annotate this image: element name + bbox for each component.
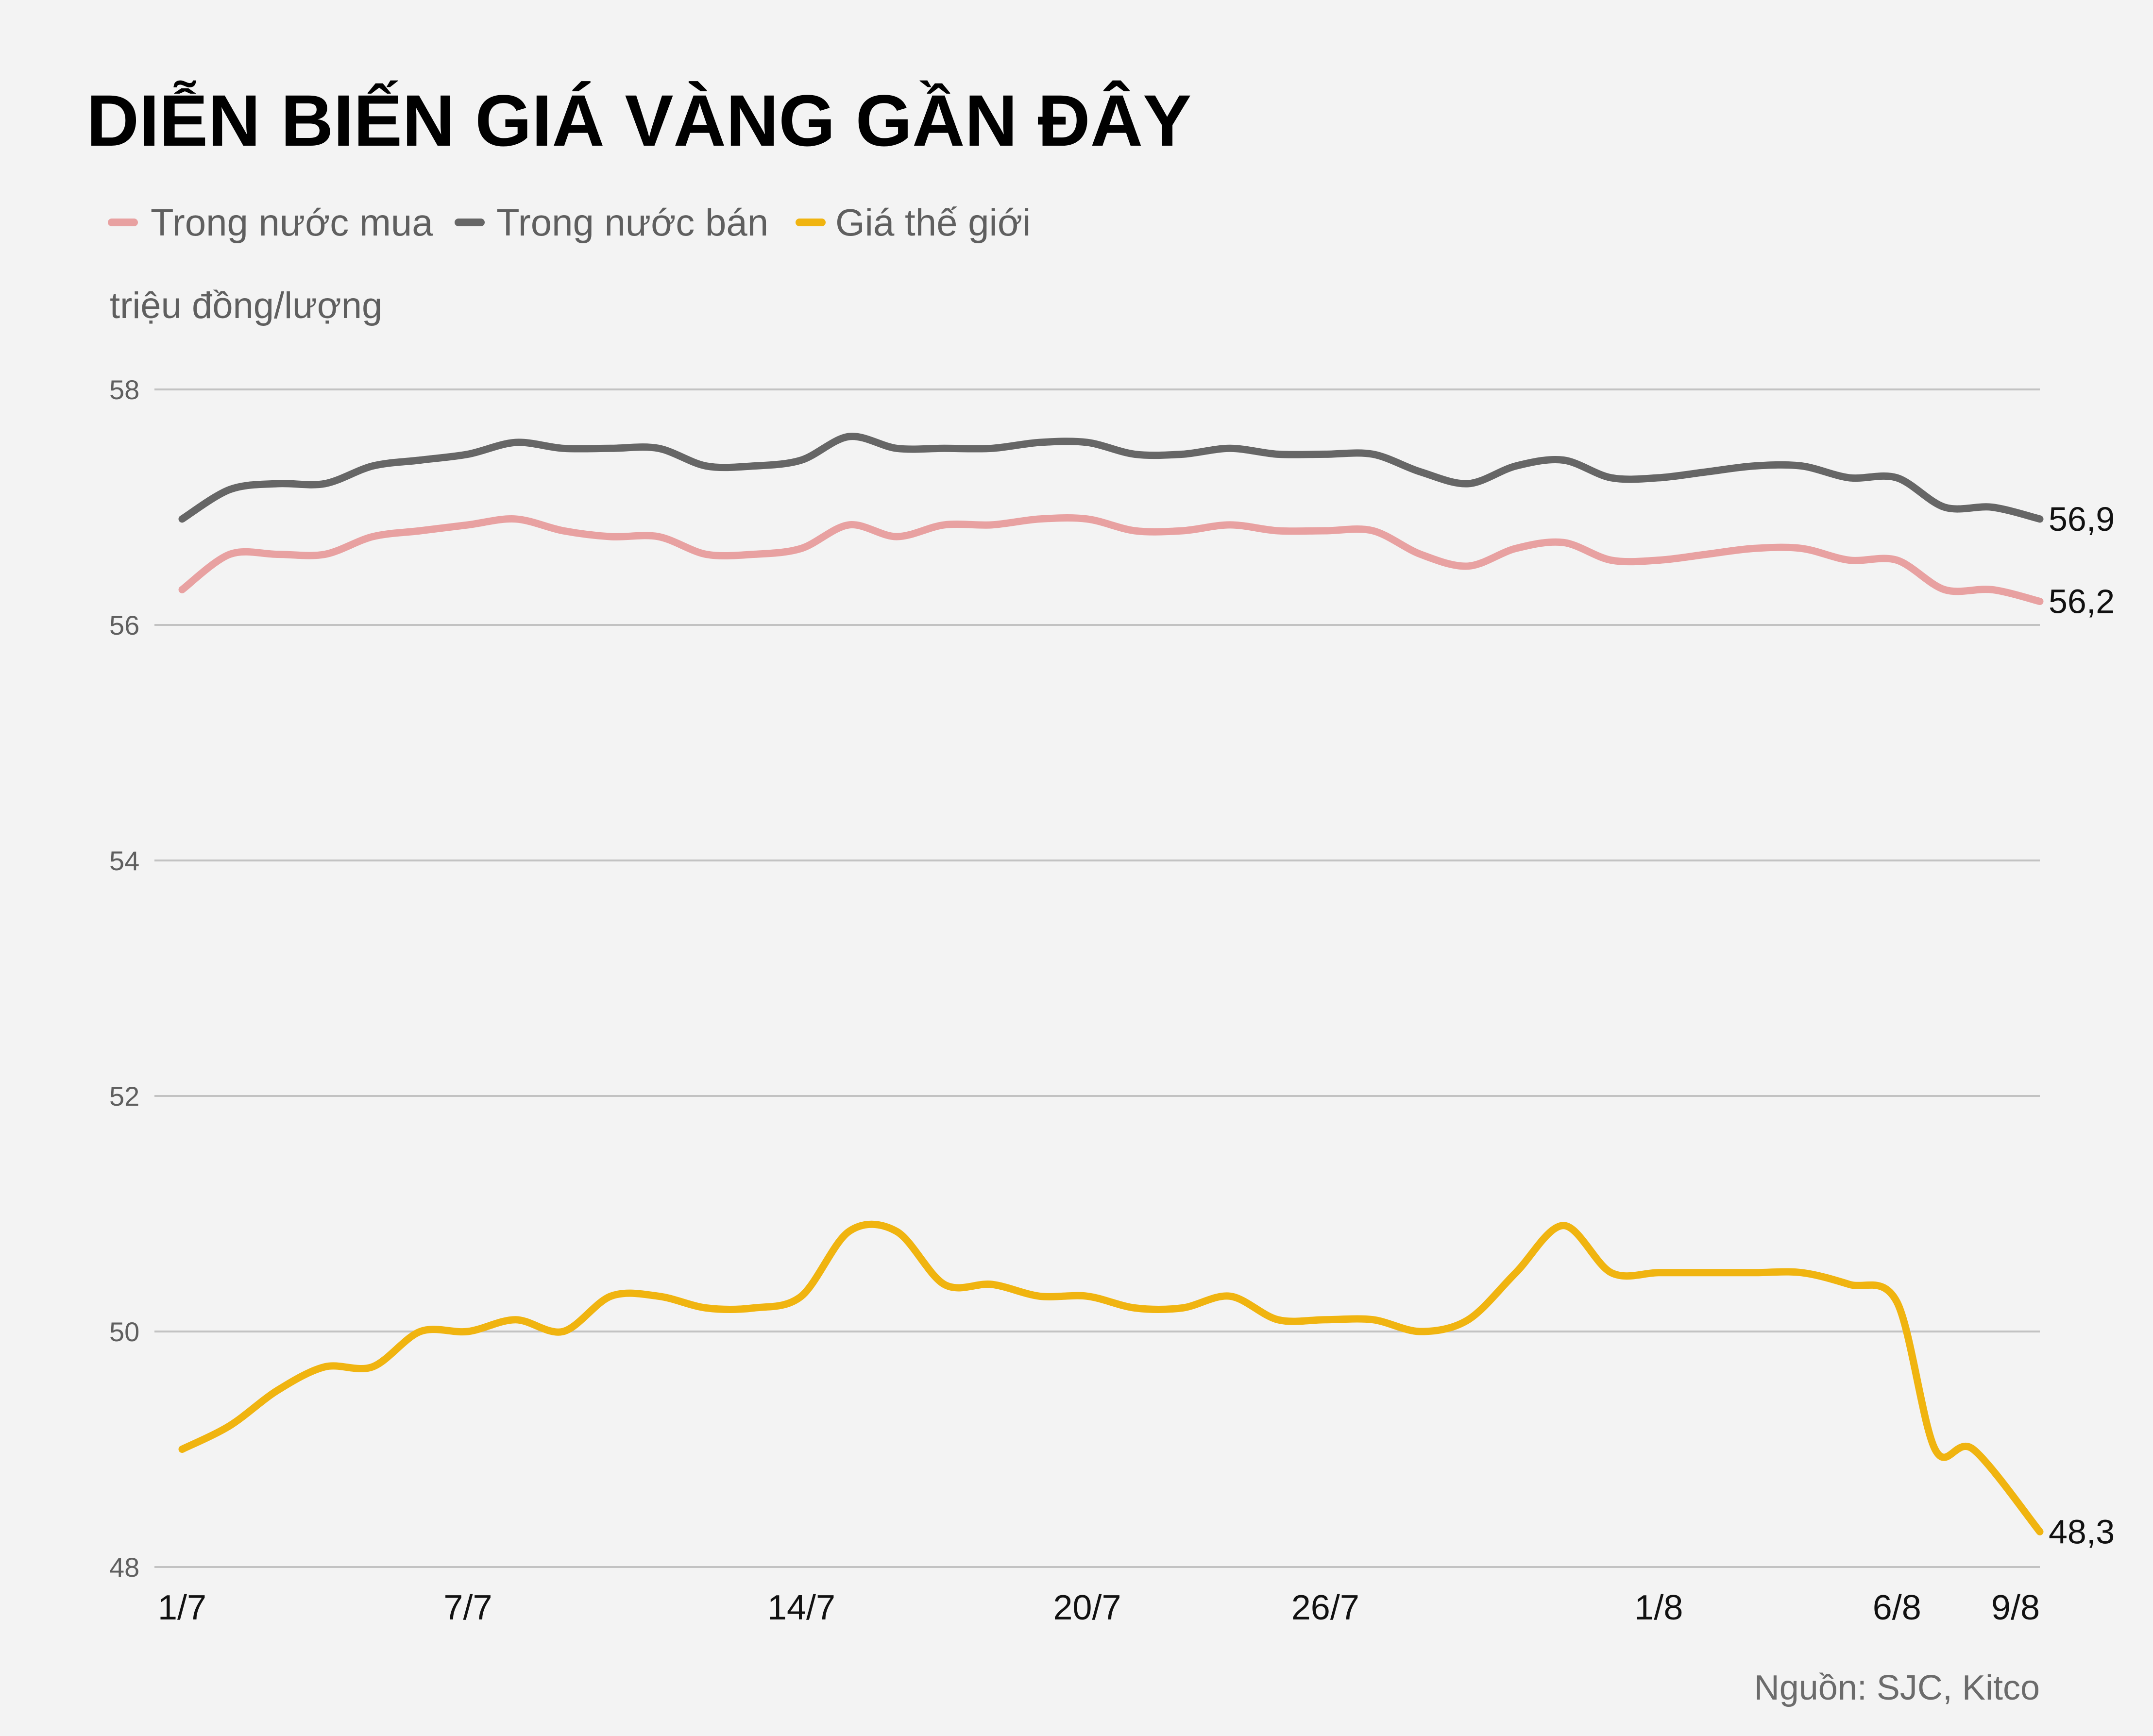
legend-item-buy: Trong nước mua (108, 201, 433, 244)
y-axis-unit-label: triệu đồng/lượng (110, 285, 382, 326)
series-line-trong-nuoc-ban (178, 433, 2044, 523)
x-tick-label-1-7: 1/7 (158, 1588, 206, 1627)
legend-label-world: Giá thế giới (835, 201, 1031, 244)
y-tick-label-56: 56 (109, 610, 139, 640)
x-tick-label-7-7: 7/7 (443, 1588, 492, 1627)
series-lines (178, 433, 2044, 1535)
gridlines (154, 388, 2040, 1568)
x-tick-label-1-8: 1/8 (1634, 1588, 1683, 1627)
y-axis-ticks: 48 50 52 54 56 58 (109, 374, 139, 1583)
x-tick-label-14-7: 14/7 (767, 1588, 835, 1627)
x-tick-label-9-8: 9/8 (1991, 1588, 2040, 1627)
end-value-labels: 56,2 56,9 48,3 (2049, 500, 2115, 1551)
x-tick-label-26-7: 26/7 (1291, 1588, 1359, 1627)
legend-label-buy: Trong nước mua (151, 201, 433, 244)
source-note: Nguồn: SJC, Kitco (1754, 1669, 2040, 1707)
legend: Trong nước mua Trong nước bán Giá thế gi… (108, 201, 1031, 244)
series-line-gia-the-gioi (178, 1220, 2044, 1535)
x-tick-label-6-8: 6/8 (1873, 1588, 1921, 1627)
legend-label-sell: Trong nước bán (496, 201, 768, 244)
end-label-trong-nuoc-ban: 56,9 (2049, 500, 2115, 538)
y-tick-label-52: 52 (109, 1081, 139, 1112)
legend-item-world: Giá thế giới (796, 201, 1031, 244)
x-tick-label-20-7: 20/7 (1053, 1588, 1121, 1627)
y-tick-label-54: 54 (109, 845, 139, 876)
chart-title: DIỄN BIẾN GIÁ VÀNG GẦN ĐÂY (86, 80, 1191, 161)
end-label-trong-nuoc-mua: 56,2 (2049, 583, 2115, 621)
end-label-gia-the-gioi: 48,3 (2049, 1513, 2115, 1551)
y-tick-label-58: 58 (109, 374, 139, 405)
x-axis-ticks: 1/7 7/7 14/7 20/7 26/7 1/8 6/8 9/8 (158, 1588, 2040, 1627)
y-tick-label-50: 50 (109, 1316, 139, 1347)
y-tick-label-48: 48 (109, 1552, 139, 1583)
legend-item-sell: Trong nước bán (455, 201, 768, 244)
series-line-trong-nuoc-mua (178, 514, 2044, 605)
